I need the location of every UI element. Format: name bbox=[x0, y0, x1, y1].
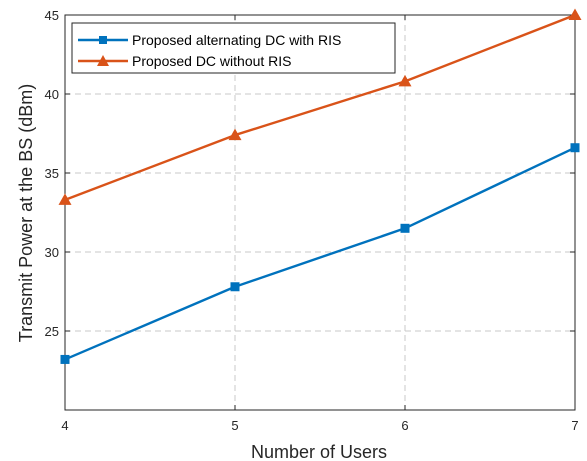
legend-label-no-ris: Proposed DC without RIS bbox=[132, 53, 292, 69]
data-point-square bbox=[570, 143, 580, 153]
legend-box bbox=[71, 22, 396, 74]
x-tick-label: 7 bbox=[571, 418, 578, 433]
axes-frame bbox=[64, 14, 576, 411]
data-point-triangle bbox=[58, 193, 72, 205]
data-point-triangle bbox=[398, 74, 412, 87]
legend-label-ris: Proposed alternating DC with RIS bbox=[132, 32, 341, 48]
x-axis-label: Number of Users bbox=[251, 442, 387, 461]
x-tick-label: 5 bbox=[231, 418, 238, 433]
y-tick-label: 35 bbox=[45, 166, 59, 181]
data-point-square bbox=[230, 282, 240, 292]
legend-square-marker-icon bbox=[99, 36, 107, 44]
series-line-1 bbox=[64, 146, 576, 361]
legend: Proposed alternating DC with RIS Propose… bbox=[71, 22, 396, 74]
data-point-triangle bbox=[568, 8, 582, 20]
y-tick-label: 45 bbox=[45, 8, 59, 23]
x-tick-label: 6 bbox=[401, 418, 408, 433]
y-tick-label: 30 bbox=[45, 245, 59, 260]
y-tick-label: 40 bbox=[45, 87, 59, 102]
y-tick-label: 25 bbox=[45, 324, 59, 339]
x-tick-label: 4 bbox=[61, 418, 68, 433]
series-line-2 bbox=[64, 13, 576, 201]
series-layer bbox=[58, 8, 582, 364]
data-point-square bbox=[400, 223, 410, 233]
data-point-triangle bbox=[228, 128, 242, 141]
y-axis-label: Transmit Power at the BS (dBm) bbox=[16, 84, 36, 342]
legend-triangle-marker-icon bbox=[97, 55, 109, 66]
data-point-square bbox=[60, 354, 70, 364]
